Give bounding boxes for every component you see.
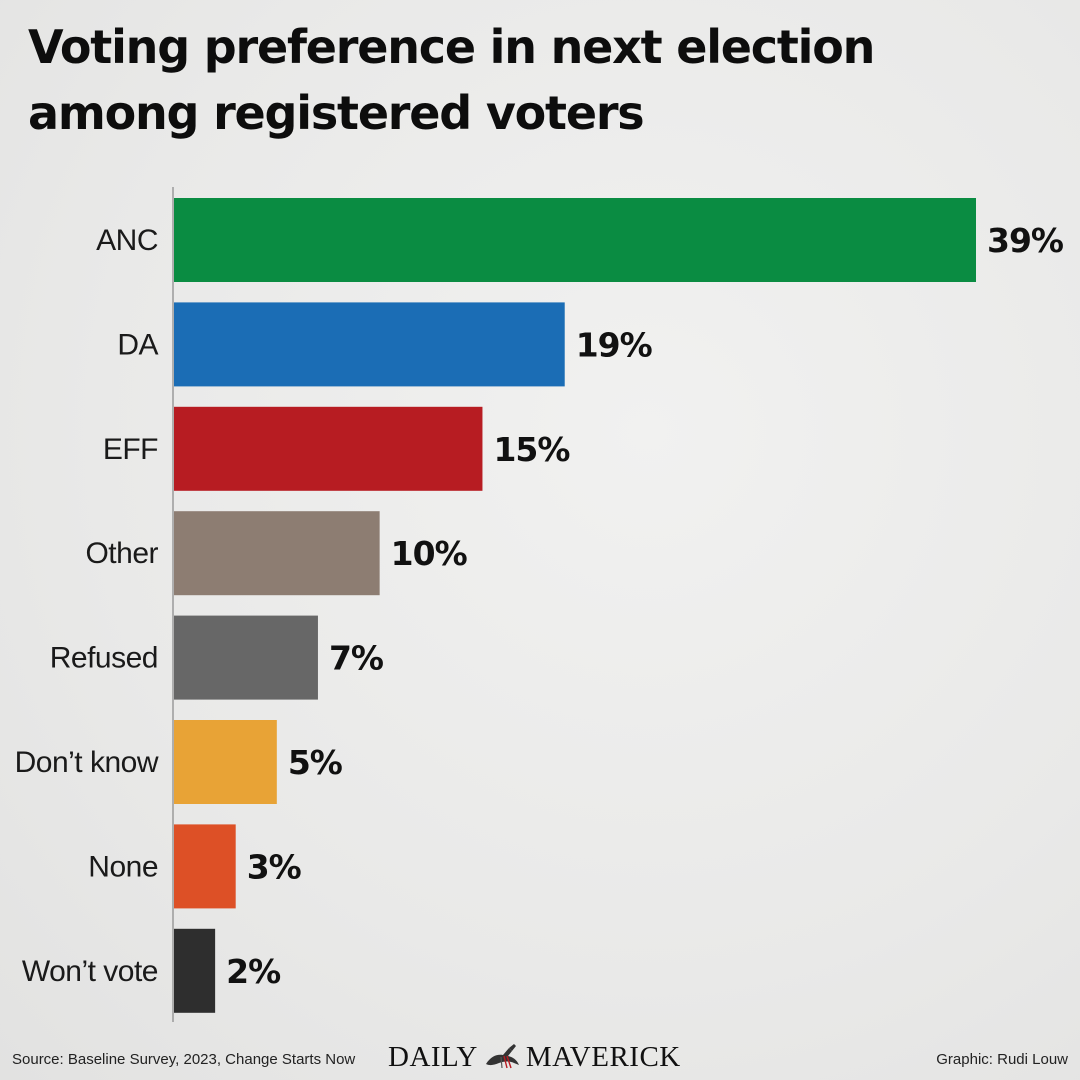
bar-da bbox=[174, 302, 565, 387]
category-label-dont-know: Don’t know bbox=[15, 746, 159, 779]
bar-dont-know bbox=[174, 720, 277, 804]
value-label-none: 3% bbox=[247, 847, 302, 886]
logo-word-daily: DAILY bbox=[388, 1040, 478, 1073]
category-label-eff: EFF bbox=[103, 433, 158, 466]
value-label-eff: 15% bbox=[493, 430, 570, 469]
value-label-dont-know: 5% bbox=[288, 743, 343, 782]
category-label-other: Other bbox=[85, 537, 158, 570]
daily-maverick-logo: DAILY MAVERICK bbox=[388, 1037, 681, 1077]
value-label-da: 19% bbox=[576, 325, 653, 364]
maverick-horse-icon bbox=[485, 1044, 519, 1069]
value-label-other: 10% bbox=[391, 534, 468, 573]
bar-eff bbox=[174, 406, 483, 491]
bar-anc bbox=[174, 198, 976, 282]
category-label-anc: ANC bbox=[96, 224, 158, 257]
value-label-wont-vote: 2% bbox=[226, 952, 281, 991]
bars-group: ANC 39% DA 19% EFF 15% Other 10% Refused 7% Don’t … bbox=[15, 198, 1065, 1013]
graphic-credit: Graphic: Rudi Louw bbox=[936, 1051, 1068, 1068]
bar-none bbox=[174, 824, 236, 909]
value-label-refused: 7% bbox=[329, 639, 384, 678]
category-label-da: DA bbox=[117, 328, 158, 361]
value-label-anc: 39% bbox=[987, 221, 1064, 260]
category-label-refused: Refused bbox=[50, 642, 158, 675]
category-label-none: None bbox=[88, 850, 158, 883]
chart-title: Voting preference in next election among… bbox=[28, 20, 875, 140]
bar-wont-vote bbox=[174, 928, 216, 1013]
source-note: Source: Baseline Survey, 2023, Change St… bbox=[12, 1051, 356, 1068]
bar-other bbox=[174, 511, 380, 596]
logo-word-maverick: MAVERICK bbox=[525, 1040, 681, 1073]
bar-refused bbox=[174, 615, 318, 700]
category-label-wont-vote: Won’t vote bbox=[22, 955, 158, 988]
